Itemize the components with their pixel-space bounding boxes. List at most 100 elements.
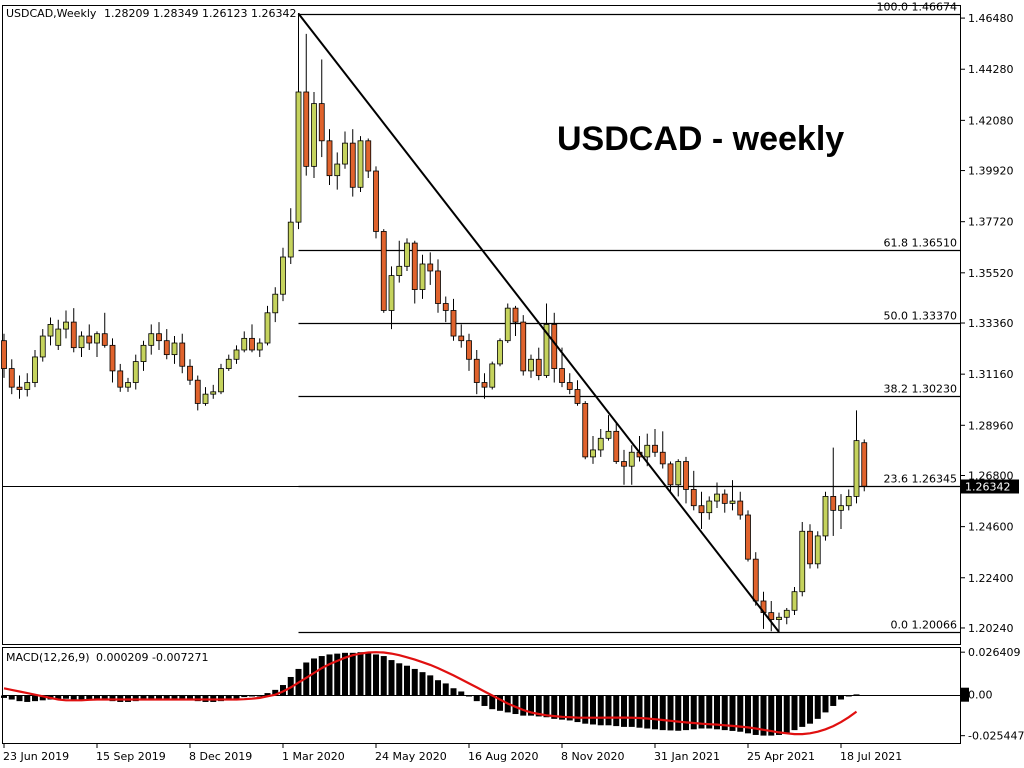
candle xyxy=(528,354,534,378)
macd-bar xyxy=(597,695,604,726)
macd-bar xyxy=(148,695,155,699)
candle-body xyxy=(621,461,627,467)
candle-body xyxy=(535,358,542,376)
macd-bar xyxy=(450,688,457,696)
candle xyxy=(458,324,465,348)
candle-body xyxy=(24,382,31,390)
macd-bar xyxy=(853,694,860,696)
candle-body xyxy=(70,321,77,349)
price-tick-label: 1.24600 xyxy=(968,521,1014,534)
macd-bar xyxy=(776,695,782,735)
macd-bar xyxy=(520,695,527,716)
price-tick-label: 1.20240 xyxy=(968,622,1014,635)
candle-body xyxy=(55,328,62,346)
time-tick-label: 15 Sep 2019 xyxy=(96,750,166,763)
candle xyxy=(210,384,217,399)
candle xyxy=(698,491,705,529)
macd-bar xyxy=(698,695,705,729)
macd-bar xyxy=(233,695,240,699)
price-tick-label: 1.46480 xyxy=(968,12,1014,25)
candle-body xyxy=(690,489,697,507)
candle xyxy=(473,349,480,395)
candle-body xyxy=(202,393,209,404)
candle xyxy=(520,315,527,376)
macd-tick-label: 0.00 xyxy=(968,689,993,702)
macd-bar xyxy=(140,695,147,701)
macd-bar xyxy=(218,695,224,702)
macd-zero-tag xyxy=(961,687,969,702)
candle-body xyxy=(838,505,844,511)
candle xyxy=(241,331,248,353)
candle-body xyxy=(373,170,379,232)
candle-body xyxy=(659,451,666,465)
macd-bar xyxy=(318,656,325,696)
candle xyxy=(8,359,15,395)
macd-bar xyxy=(729,695,736,731)
candle-body xyxy=(109,344,116,372)
chart-header-symbol: USDCAD,Weekly xyxy=(6,7,97,20)
candle-body xyxy=(698,505,705,514)
candle xyxy=(466,333,472,371)
current-price-tag xyxy=(961,479,1019,494)
candle-body xyxy=(280,256,286,295)
candle xyxy=(101,312,108,348)
time-tick-label: 31 Jan 2021 xyxy=(654,750,720,763)
macd-bar xyxy=(86,695,93,700)
candle-body xyxy=(256,342,263,351)
macd-bar xyxy=(799,695,806,727)
macd-bar xyxy=(63,695,69,699)
candle xyxy=(566,373,573,395)
candle xyxy=(249,324,255,353)
candle-body xyxy=(225,358,232,369)
candle xyxy=(752,552,759,606)
fib-label-61.8: 61.8 1.36510 xyxy=(884,237,957,250)
time-tick-label: 23 Jun 2019 xyxy=(3,750,69,763)
candle-body xyxy=(497,340,503,365)
candle-body xyxy=(63,321,69,330)
candle xyxy=(334,152,341,190)
candle-body xyxy=(489,363,496,388)
candle xyxy=(497,338,503,367)
candle-body xyxy=(628,451,635,467)
candle-body xyxy=(295,91,302,223)
macd-bar xyxy=(55,695,62,700)
time-axis: 23 Jun 2019 15 Sep 2019 8 Dec 2019 1 Mar 20… xyxy=(3,743,902,763)
candle xyxy=(745,510,751,562)
candle-body xyxy=(714,493,720,502)
candle xyxy=(163,329,170,360)
candle xyxy=(644,433,651,467)
macd-bar xyxy=(590,695,596,725)
candle xyxy=(125,377,131,392)
macd-bar xyxy=(768,695,775,736)
candle-body xyxy=(194,379,201,404)
fib-label-100.0: 100.0 1.46674 xyxy=(877,1,957,14)
candle xyxy=(667,461,674,492)
candle xyxy=(830,447,837,536)
time-tick-label: 8 Nov 2020 xyxy=(561,750,624,763)
candle-body xyxy=(8,368,15,388)
candle xyxy=(791,587,798,615)
candle-body xyxy=(644,444,651,458)
candle xyxy=(776,612,782,632)
candle-body xyxy=(706,500,713,514)
candle xyxy=(55,319,62,350)
time-tick-label: 16 Aug 2020 xyxy=(468,750,538,763)
macd-bar xyxy=(613,695,620,727)
candle-body xyxy=(652,444,658,453)
candle xyxy=(349,129,356,197)
candle-body xyxy=(78,335,85,349)
macd-bar xyxy=(535,695,542,717)
candle xyxy=(388,266,395,330)
candle xyxy=(342,131,348,169)
candle-body xyxy=(388,275,395,311)
macd-bar xyxy=(737,695,744,732)
candle xyxy=(574,380,581,406)
candle xyxy=(675,459,682,497)
candle xyxy=(380,229,387,313)
candle xyxy=(861,439,868,492)
candle xyxy=(721,489,728,513)
candle-body xyxy=(566,382,573,390)
candle xyxy=(706,496,713,520)
macd-bar xyxy=(566,695,573,721)
